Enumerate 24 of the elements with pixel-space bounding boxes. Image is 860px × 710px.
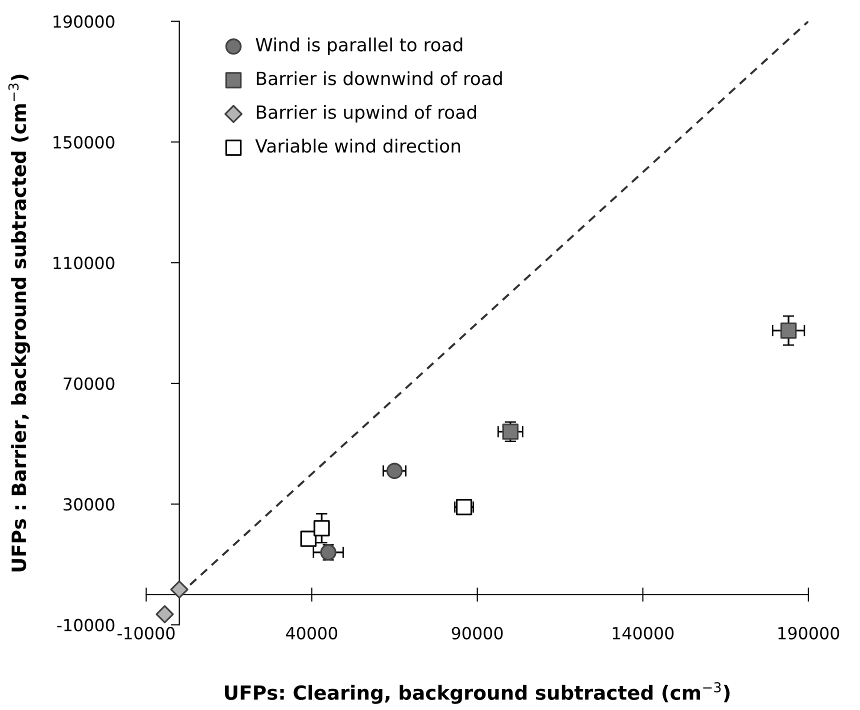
point [300, 530, 317, 547]
point [502, 424, 519, 440]
point [314, 520, 330, 536]
y-tick-label: 70000 [64, 377, 114, 390]
y-tick-label: 110000 [54, 256, 114, 270]
y-tick-label: 190000 [54, 15, 114, 28]
y-tick-label: -10000 [57, 618, 114, 632]
x-tick-label: 140000 [612, 626, 674, 640]
legend-label: Wind is parallel to road [256, 38, 462, 56]
x-tick-label: 40000 [286, 626, 338, 640]
point [170, 580, 188, 599]
y-axis-title: UFPs : Barrier, background subtracted (cm$^{−3}$) [8, 74, 30, 572]
legend-label: Barrier is upwind of road [256, 105, 476, 122]
x-tick-label: 190000 [778, 626, 840, 640]
x-tick-label: -10000 [118, 626, 175, 640]
x-tick-label: 90000 [452, 626, 503, 640]
legend-label: Barrier is downwind of road [256, 71, 502, 86]
point [780, 322, 797, 339]
point [156, 605, 174, 624]
y-tick-label: 150000 [54, 136, 114, 149]
point [386, 462, 403, 480]
y-tick-label: 30000 [64, 498, 114, 511]
x-axis-title: UFPs: Clearing, background subtracted (cm$^{−3}$) [225, 682, 730, 704]
legend-label: Variable wind direction [255, 138, 460, 153]
